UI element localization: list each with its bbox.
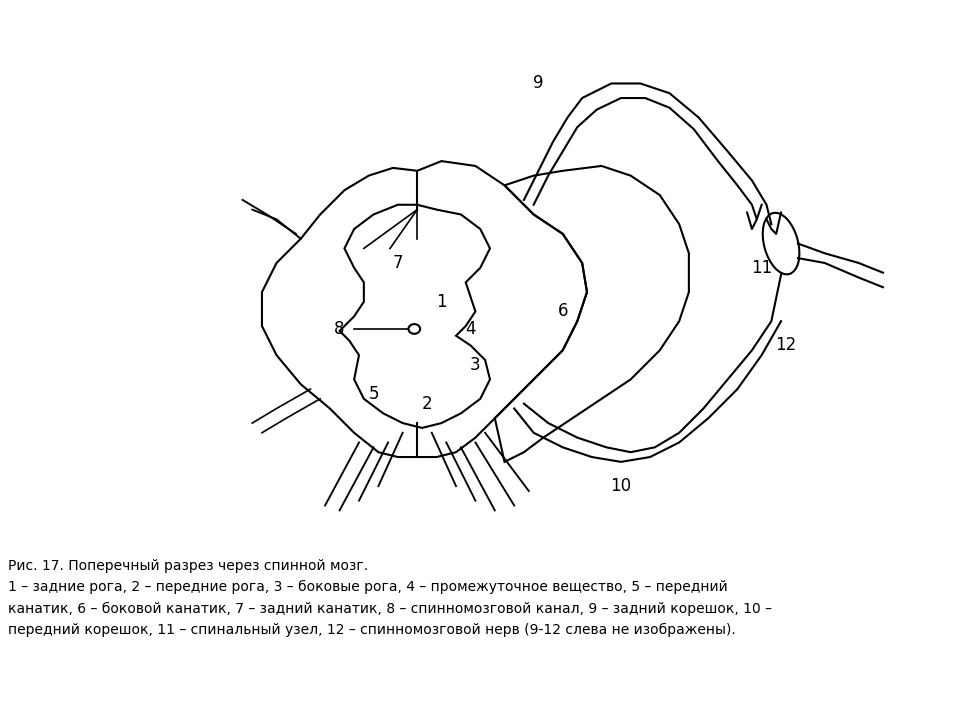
Text: 9: 9: [533, 74, 543, 92]
Text: 8: 8: [334, 320, 345, 338]
Text: 5: 5: [369, 385, 379, 403]
Text: 3: 3: [470, 356, 481, 374]
Text: 4: 4: [466, 320, 476, 338]
Text: Рис. 17. Поперечный разрез через спинной мозг.: Рис. 17. Поперечный разрез через спинной…: [8, 559, 368, 573]
Text: канатик, 6 – боковой канатик, 7 – задний канатик, 8 – спинномозговой канал, 9 – : канатик, 6 – боковой канатик, 7 – задний…: [8, 602, 772, 616]
Text: 1 – задние рога, 2 – передние рога, 3 – боковые рога, 4 – промежуточное вещество: 1 – задние рога, 2 – передние рога, 3 – …: [8, 580, 728, 594]
Text: 10: 10: [611, 477, 632, 495]
Text: передний корешок, 11 – спинальный узел, 12 – спинномозговой нерв (9-12 слева не : передний корешок, 11 – спинальный узел, …: [8, 623, 735, 637]
Text: 7: 7: [393, 254, 403, 272]
Text: 11: 11: [751, 258, 772, 276]
Text: 1: 1: [436, 293, 446, 311]
Text: 12: 12: [776, 336, 797, 354]
Text: 6: 6: [558, 302, 568, 320]
Text: 2: 2: [421, 395, 432, 413]
